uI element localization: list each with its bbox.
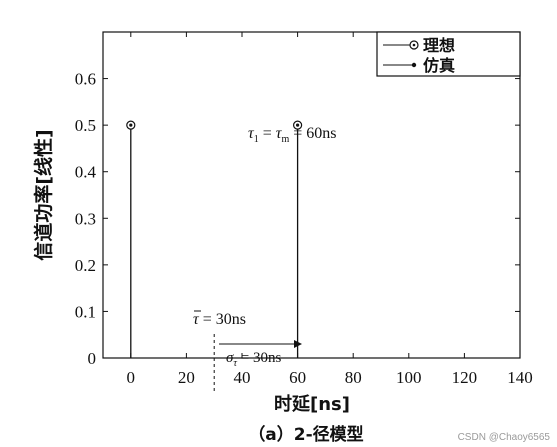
x-tick-label: 140 (507, 368, 533, 387)
x-tick-label: 40 (234, 368, 251, 387)
x-tick-label: 80 (345, 368, 362, 387)
legend-label-sim: 仿真 (423, 56, 455, 75)
plot-frame (102, 31, 521, 359)
annotation-max-delay: τ1 = τm = 60ns (248, 125, 337, 145)
stem-series (126, 120, 303, 358)
figure-caption: （a）2-径模型 (248, 424, 363, 445)
legend-box (376, 31, 521, 77)
x-tick-label: 120 (452, 368, 478, 387)
x-tick-label: 0 (127, 368, 136, 387)
stem-marker-sim (129, 123, 133, 127)
y-tick-label: 0.6 (75, 70, 96, 89)
x-tick-label: 20 (178, 368, 195, 387)
x-axis-ticks: 0 20 40 60 80 100 120 140 (127, 32, 533, 387)
y-tick-label: 0 (88, 349, 97, 368)
y-tick-label: 0.5 (75, 116, 96, 135)
watermark: CSDN @Chaoy6565 (458, 432, 551, 443)
legend: 理想 仿真 (376, 31, 521, 77)
x-axis-label: 时延[ns] (274, 394, 350, 415)
y-tick-label: 0.1 (75, 302, 96, 321)
annotation-delay-spread: στ = 30ns (226, 350, 281, 369)
x-tick-label: 60 (289, 368, 306, 387)
delay-spread-arrowhead (294, 340, 302, 348)
y-tick-label: 0.4 (75, 163, 97, 182)
legend-label-ideal: 理想 (423, 36, 455, 55)
legend-marker-ideal-dot (412, 43, 416, 47)
annotation-mean-delay: τ = 30ns (193, 311, 246, 328)
legend-marker-sim (411, 62, 417, 68)
stem-marker-sim (296, 123, 300, 127)
y-axis-ticks: 0 0.1 0.2 0.3 0.4 0.5 0.6 (75, 70, 520, 368)
x-tick-label: 100 (396, 368, 422, 387)
y-axis-label: 信道功率[线性] (32, 129, 55, 260)
y-tick-label: 0.3 (75, 209, 96, 228)
y-tick-label: 0.2 (75, 256, 96, 275)
